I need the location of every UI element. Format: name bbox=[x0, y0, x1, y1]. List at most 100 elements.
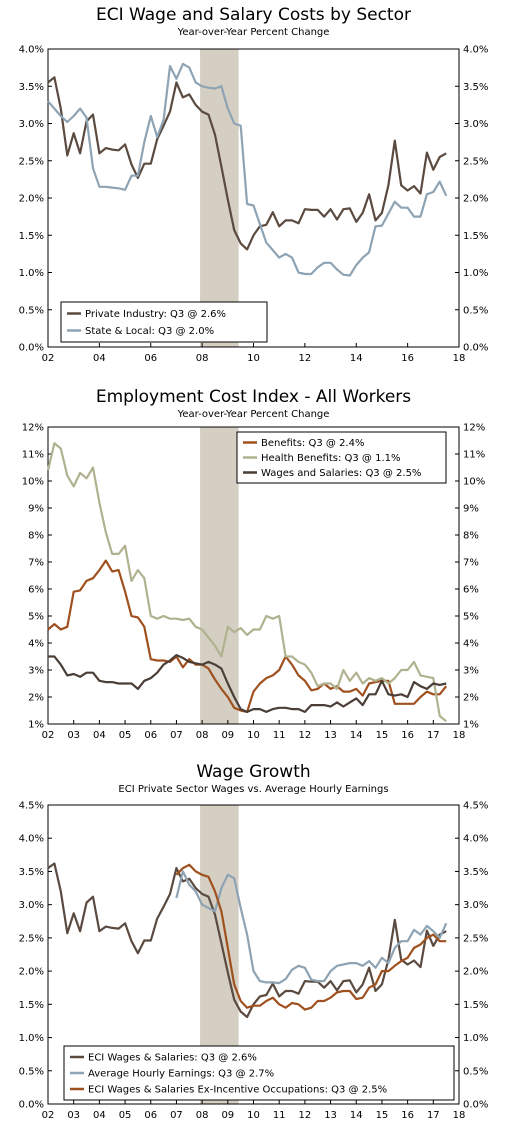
x-tick-label: 14 bbox=[350, 1110, 363, 1121]
x-tick-label: 15 bbox=[376, 730, 389, 741]
legend-label: ECI Wages & Salaries Ex-Incentive Occupa… bbox=[88, 1085, 387, 1096]
y-tick-label-right: 4.0% bbox=[463, 834, 488, 845]
y-tick-label-left: 3% bbox=[28, 666, 44, 677]
x-tick-label: 06 bbox=[144, 353, 157, 364]
chart-subtitle: Year-over-Year Percent Change bbox=[177, 27, 330, 38]
x-tick-label: 06 bbox=[144, 1110, 157, 1121]
y-tick-label-left: 10% bbox=[22, 477, 44, 488]
y-tick-label-right: 4% bbox=[463, 639, 479, 650]
x-tick-label: 17 bbox=[427, 1110, 440, 1121]
x-tick-label: 04 bbox=[93, 1110, 106, 1121]
y-tick-label-right: 1.0% bbox=[463, 1033, 488, 1044]
y-tick-label-right: 3.5% bbox=[463, 82, 488, 93]
x-tick-label: 08 bbox=[196, 730, 209, 741]
y-tick-label-left: 1.0% bbox=[19, 268, 44, 279]
x-tick-label: 07 bbox=[170, 1110, 183, 1121]
legend-label: Health Benefits: Q3 @ 1.1% bbox=[261, 453, 401, 464]
x-tick-label: 02 bbox=[42, 1110, 55, 1121]
y-tick-label-left: 12% bbox=[22, 423, 44, 434]
y-tick-label-right: 1.0% bbox=[463, 268, 488, 279]
x-tick-label: 04 bbox=[93, 353, 106, 364]
y-tick-label-right: 2.0% bbox=[463, 194, 488, 205]
y-tick-label-right: 2.0% bbox=[463, 967, 488, 978]
x-tick-label: 18 bbox=[453, 1110, 466, 1121]
series-line-3 bbox=[48, 653, 447, 714]
y-tick-label-left: 2.5% bbox=[19, 156, 44, 167]
y-tick-label-right: 5% bbox=[463, 612, 479, 623]
x-tick-label: 13 bbox=[324, 730, 337, 741]
legend-box bbox=[63, 1045, 455, 1101]
y-tick-label-right: 0.0% bbox=[463, 1100, 488, 1111]
y-tick-label-right: 10% bbox=[463, 477, 485, 488]
y-tick-label-left: 1% bbox=[28, 720, 44, 731]
chart-subtitle: Year-over-Year Percent Change bbox=[177, 409, 330, 420]
x-tick-label: 11 bbox=[273, 730, 286, 741]
recession-band bbox=[200, 427, 239, 724]
y-tick-label-right: 0.0% bbox=[463, 343, 488, 354]
y-tick-label-left: 0.0% bbox=[19, 1100, 44, 1111]
series-line-1 bbox=[47, 862, 447, 1019]
x-tick-label: 09 bbox=[221, 730, 234, 741]
x-tick-label: 05 bbox=[119, 1110, 132, 1121]
x-tick-label: 15 bbox=[376, 1110, 389, 1121]
series-line-2 bbox=[46, 442, 447, 723]
y-tick-label-left: 4.0% bbox=[19, 834, 44, 845]
x-tick-label: 07 bbox=[170, 730, 183, 741]
x-tick-label: 08 bbox=[196, 1110, 209, 1121]
y-tick-label-right: 3.5% bbox=[463, 867, 488, 878]
y-tick-label-left: 3.0% bbox=[19, 900, 44, 911]
x-tick-label: 02 bbox=[42, 730, 55, 741]
legend-label: State & Local: Q3 @ 2.0% bbox=[85, 326, 214, 337]
y-tick-label-left: 5% bbox=[28, 612, 44, 623]
y-tick-label-left: 1.5% bbox=[19, 231, 44, 242]
x-tick-label: 10 bbox=[247, 353, 260, 364]
x-tick-label: 10 bbox=[247, 730, 260, 741]
y-tick-label-right: 12% bbox=[463, 423, 485, 434]
recession-band bbox=[200, 49, 239, 347]
y-tick-label-left: 2.0% bbox=[19, 967, 44, 978]
x-tick-label: 14 bbox=[350, 353, 363, 364]
series-line-2 bbox=[47, 62, 448, 277]
y-tick-label-right: 0.5% bbox=[463, 1066, 488, 1077]
chart-subtitle: ECI Private Sector Wages vs. Average Hou… bbox=[118, 784, 388, 795]
y-tick-label-right: 3.0% bbox=[463, 119, 488, 130]
x-tick-label: 06 bbox=[144, 730, 157, 741]
y-tick-label-right: 8% bbox=[463, 531, 479, 542]
x-tick-label: 04 bbox=[93, 730, 106, 741]
series-line-1 bbox=[47, 76, 447, 251]
legend-box bbox=[60, 301, 268, 343]
x-tick-label: 12 bbox=[299, 353, 312, 364]
legend-label: ECI Wages & Salaries: Q3 @ 2.6% bbox=[88, 1053, 257, 1064]
y-tick-label-right: 4.5% bbox=[463, 801, 488, 812]
legend-label: Average Hourly Earnings: Q3 @ 2.7% bbox=[88, 1069, 274, 1080]
y-tick-label-left: 4.5% bbox=[19, 801, 44, 812]
y-tick-label-left: 4% bbox=[28, 639, 44, 650]
y-tick-label-right: 4.0% bbox=[463, 45, 488, 56]
y-tick-label-left: 0.0% bbox=[19, 343, 44, 354]
chart-title: ECI Wage and Salary Costs by Sector bbox=[96, 5, 411, 25]
y-tick-label-right: 7% bbox=[463, 558, 479, 569]
series-line-2 bbox=[175, 870, 448, 985]
y-tick-label-left: 7% bbox=[28, 558, 44, 569]
legend-label: Private Industry: Q3 @ 2.6% bbox=[85, 309, 226, 320]
y-tick-label-left: 1.0% bbox=[19, 1033, 44, 1044]
y-tick-label-right: 9% bbox=[463, 504, 479, 515]
x-tick-label: 12 bbox=[299, 1110, 312, 1121]
y-tick-label-left: 0.5% bbox=[19, 1066, 44, 1077]
y-tick-label-right: 2.5% bbox=[463, 156, 488, 167]
y-tick-label-left: 4.0% bbox=[19, 45, 44, 56]
y-tick-label-left: 2.0% bbox=[19, 194, 44, 205]
y-tick-label-right: 6% bbox=[463, 585, 479, 596]
y-tick-label-left: 8% bbox=[28, 531, 44, 542]
y-tick-label-left: 2% bbox=[28, 693, 44, 704]
x-tick-label: 05 bbox=[119, 730, 132, 741]
x-tick-label: 02 bbox=[42, 353, 55, 364]
chart-title: Wage Growth bbox=[196, 762, 310, 782]
x-tick-label: 13 bbox=[324, 1110, 337, 1121]
x-tick-label: 03 bbox=[67, 1110, 80, 1121]
legend-label: Benefits: Q3 @ 2.4% bbox=[261, 438, 364, 449]
legend-label: Wages and Salaries: Q3 @ 2.5% bbox=[261, 468, 421, 479]
chart-3: Wage Growth ECI Private Sector Wages vs. … bbox=[19, 762, 489, 1121]
